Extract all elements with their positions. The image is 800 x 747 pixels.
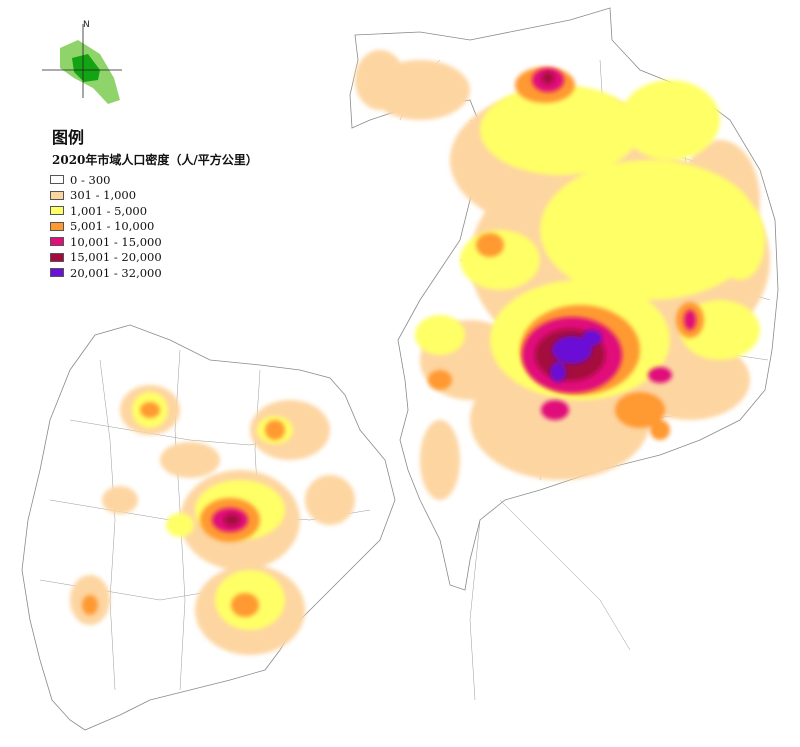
legend-swatch: [50, 175, 64, 185]
legend-item: 15,001 - 20,000: [50, 250, 258, 266]
legend-rows: 0 - 300 301 - 1,000 1,001 - 5,000 5,001 …: [50, 172, 258, 281]
legend-swatch: [50, 190, 64, 200]
legend-item: 20,001 - 32,000: [50, 265, 258, 281]
legend-item: 0 - 300: [50, 172, 258, 188]
legend-label: 5,001 - 10,000: [70, 219, 155, 234]
legend-item: 5,001 - 10,000: [50, 219, 258, 235]
legend-label: 1,001 - 5,000: [70, 203, 148, 218]
inset-inner-region: [72, 54, 100, 82]
north-letter: N: [83, 20, 90, 30]
density-class-20001-32000: [550, 330, 602, 382]
legend-swatch: [50, 268, 64, 278]
legend-swatch: [50, 252, 64, 262]
legend-swatch: [50, 237, 64, 247]
legend-label: 0 - 300: [70, 172, 111, 187]
legend-subtitle: 2020年市域人口密度（人/平方公里）: [52, 153, 258, 167]
north-arrow-inset: [38, 18, 124, 108]
legend-swatch: [50, 206, 64, 216]
legend-label: 10,001 - 15,000: [70, 234, 162, 249]
map-legend: 图例 2020年市域人口密度（人/平方公里） 0 - 300 301 - 1,0…: [50, 124, 258, 281]
legend-swatch: [50, 221, 64, 231]
legend-item: 1,001 - 5,000: [50, 203, 258, 219]
legend-label: 301 - 1,000: [70, 188, 137, 203]
legend-item: 301 - 1,000: [50, 188, 258, 204]
legend-item: 10,001 - 15,000: [50, 234, 258, 250]
legend-label: 15,001 - 20,000: [70, 250, 162, 265]
legend-title: 图例: [52, 128, 85, 147]
legend-label: 20,001 - 32,000: [70, 265, 162, 280]
